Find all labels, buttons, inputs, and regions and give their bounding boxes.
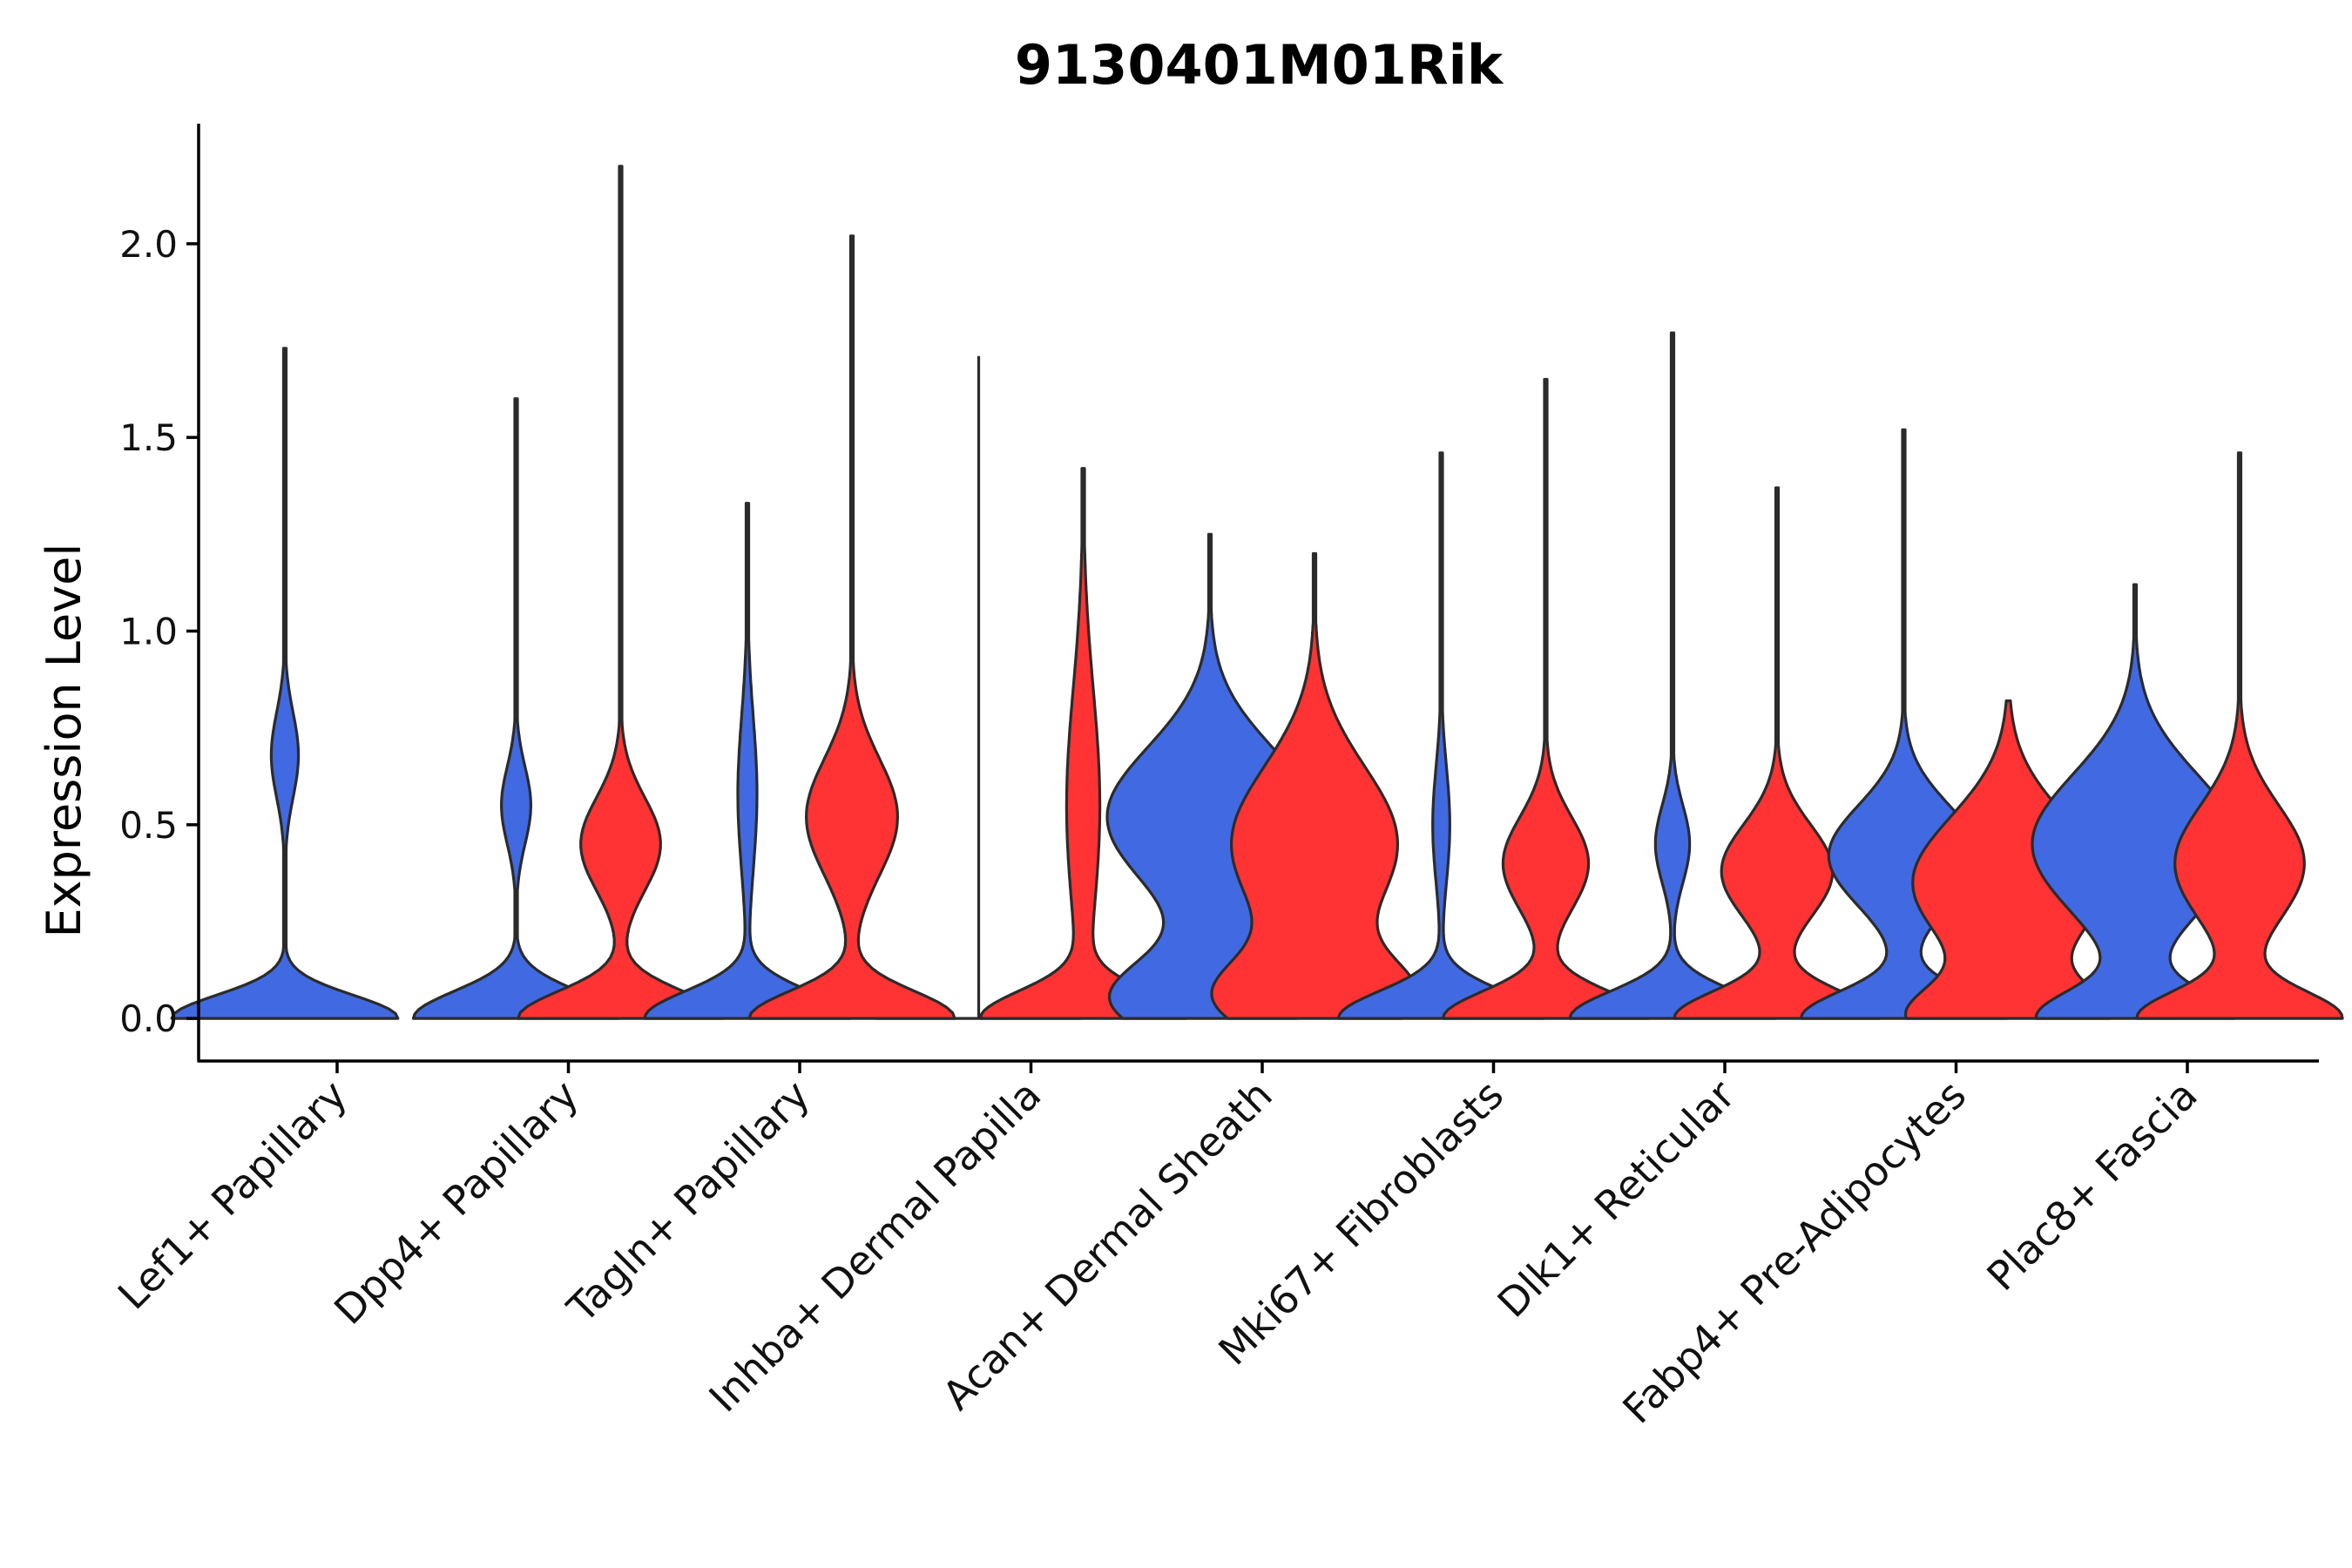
violin-red-16 xyxy=(2135,451,2344,1020)
x-category-label: Plac8+ Fascia xyxy=(1977,1071,2206,1300)
y-axis-label: Expression Level xyxy=(37,544,91,938)
violin-blue-9 xyxy=(1336,451,1546,1020)
x-category-label: Tagln+ Papillary xyxy=(558,1071,819,1333)
x-category-label: Lef1+ Papillary xyxy=(109,1071,356,1319)
violin-shape xyxy=(643,502,852,1020)
y-tick-label: 0.0 xyxy=(119,997,178,1040)
y-tick-label: 1.5 xyxy=(119,416,178,459)
y-tick-label: 1.0 xyxy=(119,610,178,652)
violin-shape xyxy=(1673,486,1882,1020)
violin-shape xyxy=(411,397,621,1020)
chart-title: 9130401M01Rik xyxy=(1015,33,1504,97)
violin-shape xyxy=(978,467,1188,1020)
violin-shape xyxy=(2135,451,2344,1020)
violin-shape xyxy=(1568,331,1777,1020)
violin-blue-0 xyxy=(170,347,400,1020)
violin-shape xyxy=(747,234,956,1020)
y-tick-label: 2.0 xyxy=(119,223,178,266)
violin-red-8 xyxy=(1210,551,1419,1020)
violin-shape xyxy=(1210,551,1419,1020)
violin-red-10 xyxy=(1441,377,1651,1020)
violin-shape xyxy=(516,165,726,1020)
x-category-label: Dlk1+ Reticular xyxy=(1489,1071,1744,1327)
violin-blue-3 xyxy=(643,502,852,1020)
y-tick-label: 0.5 xyxy=(119,804,178,847)
violin-red-2 xyxy=(516,165,726,1020)
violin-red-4 xyxy=(747,234,956,1020)
x-category-label: Dpp4+ Papillary xyxy=(325,1071,587,1334)
violin-shape xyxy=(170,347,400,1020)
violin-red-6 xyxy=(978,467,1188,1020)
violin-blue-1 xyxy=(411,397,621,1020)
violin-red-12 xyxy=(1673,486,1882,1020)
violin-shape xyxy=(1441,377,1651,1020)
violin-shape xyxy=(1336,451,1546,1020)
violin-blue-5 xyxy=(875,355,1082,1020)
violin-blue-11 xyxy=(1568,331,1777,1020)
violins-layer xyxy=(170,165,2344,1020)
